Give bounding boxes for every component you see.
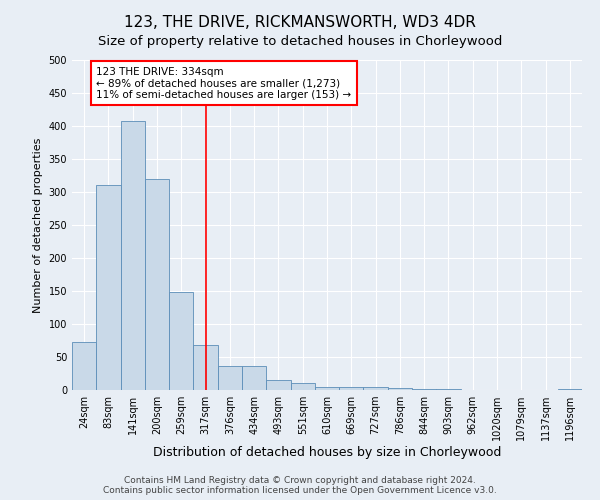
X-axis label: Distribution of detached houses by size in Chorleywood: Distribution of detached houses by size … [153, 446, 501, 459]
Bar [558, 388, 582, 390]
Bar [339, 386, 364, 390]
Bar [193, 345, 218, 390]
Bar [169, 292, 193, 390]
Bar [266, 380, 290, 390]
Text: 123, THE DRIVE, RICKMANSWORTH, WD3 4DR: 123, THE DRIVE, RICKMANSWORTH, WD3 4DR [124, 15, 476, 30]
Bar [242, 366, 266, 390]
Text: 123 THE DRIVE: 334sqm
← 89% of detached houses are smaller (1,273)
11% of semi-d: 123 THE DRIVE: 334sqm ← 89% of detached … [96, 66, 352, 100]
Bar [388, 388, 412, 390]
Bar [96, 186, 121, 390]
Bar [145, 179, 169, 390]
Text: Contains HM Land Registry data © Crown copyright and database right 2024.
Contai: Contains HM Land Registry data © Crown c… [103, 476, 497, 495]
Bar [364, 386, 388, 390]
Bar [290, 384, 315, 390]
Text: Size of property relative to detached houses in Chorleywood: Size of property relative to detached ho… [98, 35, 502, 48]
Bar [218, 366, 242, 390]
Bar [315, 386, 339, 390]
Y-axis label: Number of detached properties: Number of detached properties [33, 138, 43, 312]
Bar [121, 122, 145, 390]
Bar [72, 342, 96, 390]
